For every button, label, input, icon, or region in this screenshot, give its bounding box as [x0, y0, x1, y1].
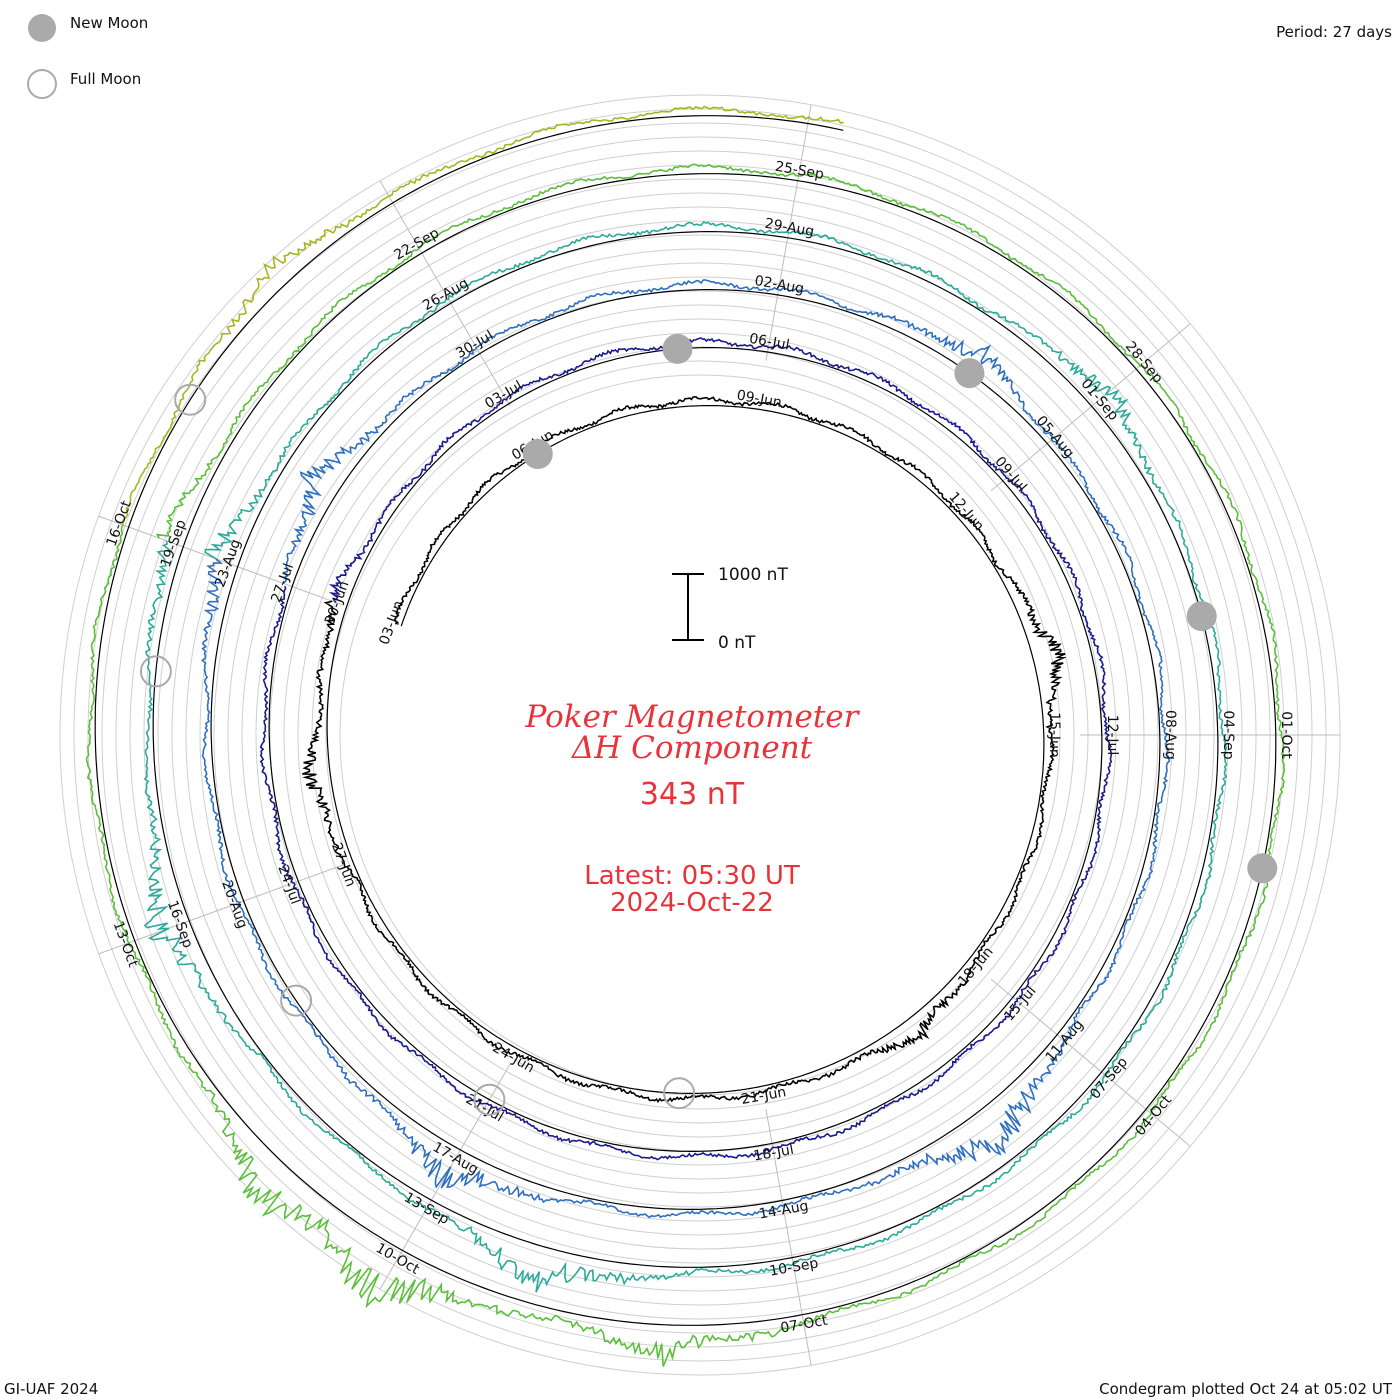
date-label: 10-Oct	[373, 1240, 423, 1278]
grid-spoke	[379, 180, 511, 407]
date-label: 28-Sep	[1122, 339, 1166, 387]
date-label: 10-Sep	[768, 1255, 819, 1279]
grid-spoke	[98, 864, 344, 955]
new-moon-marker	[522, 439, 553, 469]
date-label: 01-Oct	[1278, 711, 1294, 759]
footer-plot-time: Condegram plotted Oct 24 at 05:02 UT	[1099, 1380, 1392, 1398]
new-moon-marker	[954, 358, 985, 389]
grid-spoke	[990, 323, 1191, 492]
date-label: 21-Jun	[740, 1084, 788, 1108]
grid-ring	[325, 360, 1075, 1110]
date-label: 24-Jun	[490, 1040, 537, 1077]
full-moon-marker	[139, 655, 172, 688]
date-label: 15-Jun	[1046, 712, 1062, 758]
full-moon-marker	[663, 1077, 696, 1110]
current-value: 343 nT	[640, 777, 745, 812]
grid-spoke	[990, 978, 1191, 1147]
baseline-spiral-path	[94, 115, 1277, 1326]
latest-time: Latest: 05:30 UT	[584, 861, 800, 891]
date-label: 25-Sep	[774, 159, 825, 183]
date-label: 14-Aug	[758, 1198, 810, 1222]
new-moon-marker	[1247, 853, 1278, 884]
date-label: 07-Oct	[779, 1313, 829, 1337]
scale-bar-bottom-label: 0 nT	[718, 633, 756, 653]
full-moon-legend-label: Full Moon	[70, 70, 141, 88]
moon-markers	[139, 333, 1278, 1116]
new-moon-marker	[1186, 601, 1217, 632]
grid-spoke	[379, 1063, 511, 1290]
series-line	[200, 279, 1171, 1219]
baseline-spiral	[94, 115, 1277, 1326]
data-series	[85, 105, 1286, 1367]
date-label: 22-Sep	[391, 225, 442, 264]
chart-title: Poker Magnetometer	[525, 699, 861, 735]
date-label: 06-Jul	[748, 331, 791, 354]
new-moon-legend-label: New Moon	[70, 14, 148, 32]
date-label: 12-Jul	[1104, 715, 1120, 756]
full-moon-legend-icon	[27, 69, 57, 99]
date-label: 08-Aug	[1162, 710, 1178, 760]
date-label: 29-Aug	[763, 216, 815, 240]
full-moon-marker	[473, 1083, 506, 1116]
period-label: Period: 27 days	[1276, 23, 1392, 41]
scale-bar-top-label: 1000 nT	[718, 565, 788, 585]
new-moon-legend-icon	[28, 14, 56, 42]
series-line	[85, 163, 1286, 1367]
full-moon-marker	[280, 984, 313, 1017]
footer-credit: GI-UAF 2024	[4, 1380, 99, 1398]
chart-subtitle: ΔH Component	[571, 730, 813, 766]
grid-spoke	[98, 515, 344, 606]
full-moon-marker	[174, 383, 207, 416]
latest-date: 2024-Oct-22	[610, 888, 774, 918]
series-line	[302, 396, 1067, 1104]
series-line	[121, 105, 844, 526]
new-moon-marker	[662, 333, 693, 364]
date-label: 09-Jun	[735, 387, 783, 411]
date-label: 24-Jul	[274, 863, 303, 907]
date-label: 02-Aug	[753, 273, 805, 297]
series-line	[259, 337, 1113, 1161]
date-label: 18-Jul	[752, 1142, 795, 1165]
series-line	[143, 221, 1228, 1293]
date-label: 04-Sep	[1220, 710, 1236, 759]
